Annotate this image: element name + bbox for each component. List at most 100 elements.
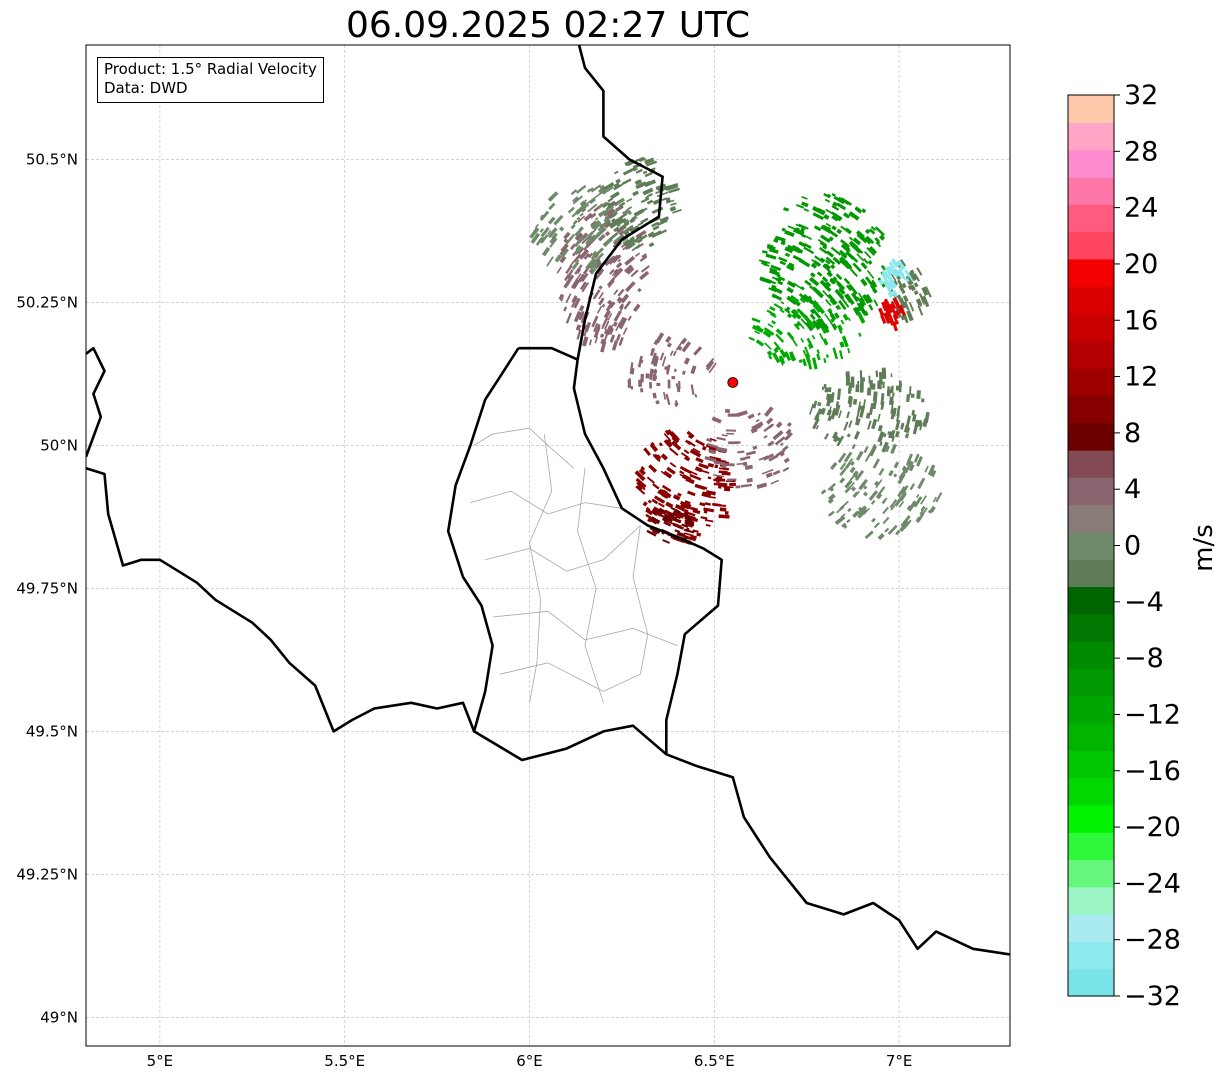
district-border (577, 468, 604, 703)
colorbar-segment (1068, 586, 1114, 615)
country-border (86, 467, 1010, 956)
echo-cluster (758, 192, 887, 333)
colorbar-tick-label: 4 (1124, 474, 1141, 505)
colorbar-tick-label: 28 (1124, 136, 1158, 167)
product-info-box: Product: 1.5° Radial Velocity Data: DWD (97, 57, 324, 103)
product-label: Product: 1.5° Radial Velocity (104, 60, 317, 78)
colorbar-segment (1068, 258, 1114, 287)
lat-tick-label: 49.75°N (16, 579, 78, 597)
colorbar-tick-label: −8 (1124, 643, 1164, 674)
lat-tick-label: 49.5°N (26, 722, 78, 740)
country-border (86, 346, 106, 458)
colorbar-segment (1068, 914, 1114, 942)
colorbar-tick-label: 0 (1124, 531, 1141, 562)
district-border (485, 525, 641, 572)
colorbar-segment (1068, 368, 1114, 396)
lon-tick-label: 5°E (147, 1052, 174, 1070)
lat-tick-label: 49°N (40, 1008, 78, 1026)
radar-site-dot (727, 377, 739, 388)
country-border (576, 45, 664, 360)
colorbar-segment (1068, 531, 1114, 560)
colorbar-tick-label: −24 (1124, 868, 1181, 899)
district-border (470, 490, 622, 515)
colorbar-tick-label: 24 (1124, 193, 1158, 224)
radar-site-marker (727, 377, 739, 388)
echo-cluster (627, 332, 717, 408)
colorbar-segment (1068, 859, 1114, 888)
luxembourg-district-borders (470, 427, 678, 703)
map-frame (85, 44, 1011, 1047)
colorbar-tick-label: 12 (1124, 362, 1158, 393)
echo-cluster (704, 406, 793, 490)
colorbar-segment (1068, 613, 1114, 642)
lat-tick-label: 50°N (40, 436, 78, 454)
lon-tick-label: 5.5°E (324, 1052, 365, 1070)
colorbar-segment (1068, 95, 1114, 123)
lon-tick-label: 7°E (886, 1052, 913, 1070)
colorbar-ticks: −32 −28 −24 −20 −16 −12 −8 −4 0 4 8 12 16 20 24 28 32 (1114, 80, 1181, 1012)
lat-tick-label: 50.5°N (26, 150, 78, 168)
colorbar-segment (1068, 504, 1114, 533)
country-border (518, 346, 723, 755)
data-source-label: Data: DWD (104, 79, 188, 97)
colorbar-tick-label: 16 (1124, 305, 1158, 336)
colorbar-segment (1068, 750, 1114, 779)
colorbar-segment (1068, 449, 1114, 478)
colorbar-segments (1068, 95, 1114, 997)
colorbar-segment (1068, 886, 1114, 915)
district-border (499, 662, 641, 692)
colorbar-segment (1068, 559, 1114, 588)
echo-cluster (602, 156, 682, 252)
lat-tick-label: 50.25°N (16, 293, 78, 311)
lat-tick-label: 49.25°N (16, 865, 78, 883)
country-border (446, 347, 520, 732)
colorbar-tick-label: −28 (1124, 925, 1181, 956)
colorbar-segment (1068, 941, 1114, 970)
colorbar-segment (1068, 668, 1114, 697)
district-border (529, 433, 553, 703)
colorbar-segment (1068, 176, 1114, 205)
echo-cluster (820, 443, 943, 541)
colorbar-segment (1068, 204, 1114, 233)
colorbar-tick-label: 32 (1124, 80, 1158, 111)
colorbar-tick-label: −4 (1124, 587, 1164, 618)
colorbar-segment (1068, 395, 1114, 424)
colorbar-segment (1068, 286, 1114, 315)
map-title: 06.09.2025 02:27 UTC (345, 5, 751, 46)
lon-tick-label: 6.5°E (694, 1052, 735, 1070)
colorbar-unit-label: m/s (1189, 524, 1219, 572)
district-border (473, 427, 575, 469)
colorbar-segment (1068, 231, 1114, 260)
colorbar-segment (1068, 340, 1114, 369)
echo-cluster (808, 367, 930, 457)
colorbar-segment (1068, 722, 1114, 751)
colorbar-segment (1068, 641, 1114, 669)
longitude-ticks: 5°E 5.5°E 6°E 6.5°E 7°E (147, 1052, 913, 1070)
latitude-ticks: 49°N 49.25°N 49.5°N 49.75°N 50°N 50.25°N 50.5°… (16, 150, 78, 1026)
echo-cluster (878, 297, 907, 332)
district-border (632, 525, 649, 675)
colorbar-segment (1068, 832, 1114, 861)
country-borders (86, 45, 1010, 956)
colorbar-tick-label: 8 (1124, 418, 1141, 449)
colorbar-segment (1068, 149, 1114, 178)
colorbar-segment (1068, 122, 1114, 151)
echo-cluster (877, 258, 914, 298)
colorbar-segment (1068, 777, 1114, 806)
colorbar-tick-label: 20 (1124, 249, 1158, 280)
colorbar-tick-label: −20 (1124, 812, 1181, 843)
colorbar-tick-label: −32 (1124, 981, 1181, 1012)
colorbar-segment (1068, 422, 1114, 451)
colorbar-segment (1068, 313, 1114, 342)
colorbar-segment (1068, 695, 1114, 724)
colorbar-tick-label: −16 (1124, 756, 1181, 787)
colorbar-tick-label: −12 (1124, 699, 1181, 730)
radar-echoes (529, 156, 943, 546)
colorbar-segment (1068, 477, 1114, 506)
lon-tick-label: 6°E (516, 1052, 543, 1070)
map-gridlines (86, 45, 1010, 1046)
colorbar-segment (1068, 968, 1114, 997)
echo-cluster (748, 294, 866, 370)
